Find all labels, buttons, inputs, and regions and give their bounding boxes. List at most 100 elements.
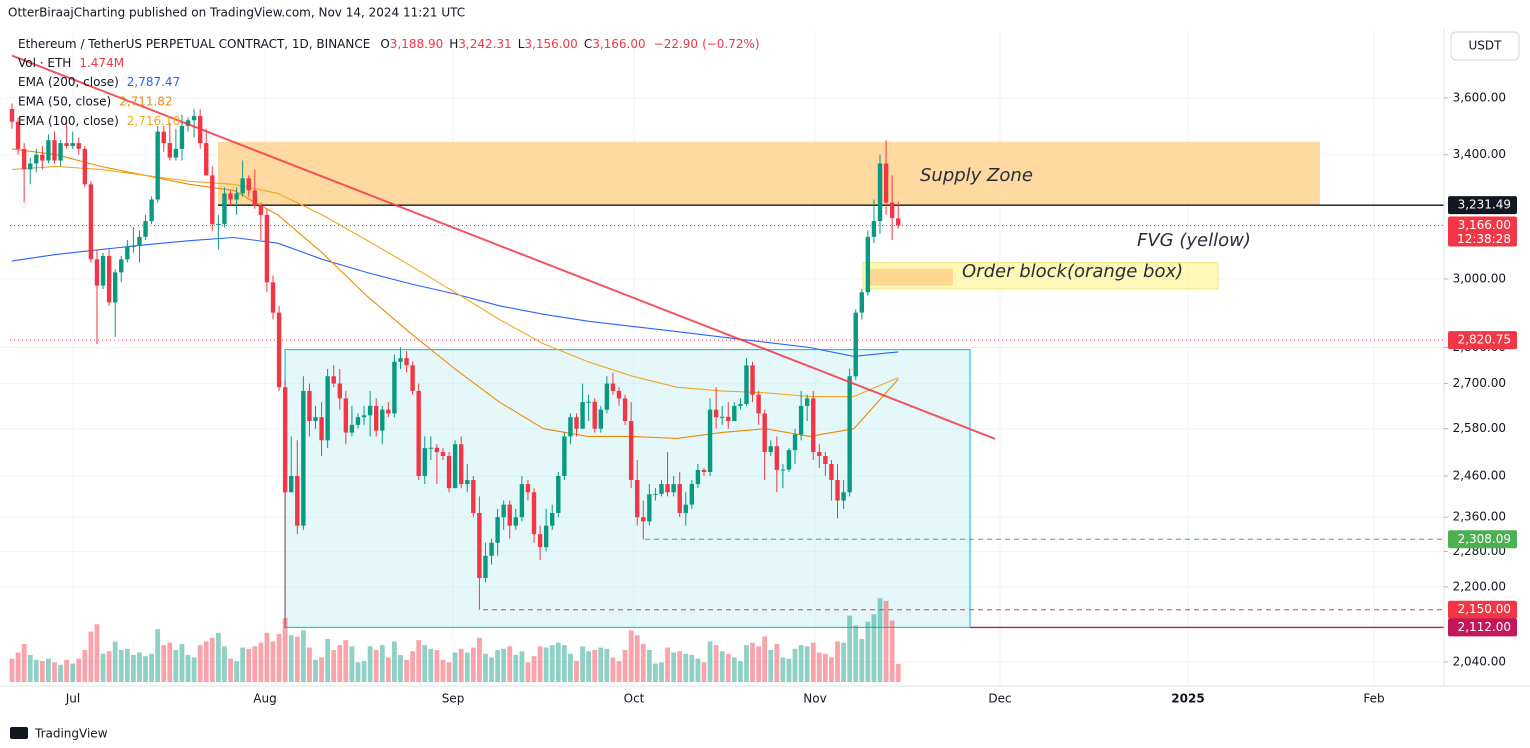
volume-bar <box>598 647 604 682</box>
candle-body <box>216 223 221 225</box>
candle-body <box>829 463 834 481</box>
candle-body <box>9 109 15 122</box>
volume-bar <box>39 661 45 682</box>
candle-body <box>641 517 646 522</box>
x-tick-label: Dec <box>988 692 1011 706</box>
price-tag <box>1448 196 1517 215</box>
x-tick-label: Sep <box>442 692 465 706</box>
volume-bar <box>750 642 755 682</box>
volume-bar <box>476 637 482 682</box>
candle-body <box>586 401 591 403</box>
x-tick-label: 2025 <box>1171 692 1204 706</box>
candle-body <box>671 484 676 493</box>
candle-body <box>713 409 719 418</box>
price-tag <box>1448 530 1517 549</box>
candle-body <box>258 205 264 215</box>
volume-bar <box>798 645 804 682</box>
candle-body <box>119 259 124 273</box>
candle-body <box>106 256 112 303</box>
volume-bar <box>725 653 731 682</box>
volume-bar <box>167 642 173 682</box>
volume-bar <box>337 645 343 682</box>
ema-name: EMA (50, close) <box>18 94 111 108</box>
volume-bar <box>422 645 428 682</box>
volume-bar <box>246 648 252 682</box>
volume-bar <box>100 653 106 682</box>
candle-body <box>270 282 276 313</box>
volume-bar <box>768 650 774 682</box>
price-tag-label: 3,166.00 <box>1458 218 1511 232</box>
candle-body <box>52 140 57 161</box>
quote-key: C <box>584 37 592 51</box>
candle-body <box>823 456 828 464</box>
volume-bar <box>549 645 555 682</box>
volume-bar <box>319 657 324 682</box>
candle-body <box>574 417 579 429</box>
candle-body <box>34 154 39 164</box>
currency[interactable]: USDT <box>1469 39 1503 53</box>
volume-bar <box>671 652 677 682</box>
volume-bar <box>398 654 403 682</box>
candle-body <box>276 312 282 388</box>
candle-body <box>452 444 458 489</box>
candle-body <box>143 221 148 237</box>
candle-body <box>471 480 476 513</box>
candle-body <box>392 361 397 414</box>
volume-bar <box>112 641 118 682</box>
volume-bar <box>264 632 270 682</box>
volume-bar <box>628 630 634 682</box>
candle-body <box>877 163 883 222</box>
candle-body <box>307 390 312 422</box>
candle-body <box>125 246 130 260</box>
zone-supply <box>218 141 1320 206</box>
volume-bar <box>677 651 683 682</box>
volume-bar <box>707 641 713 682</box>
candle-body <box>707 409 713 472</box>
price-tag-label: 2,112.00 <box>1458 620 1511 634</box>
candle-body <box>28 163 33 170</box>
x-tick-label: Feb <box>1363 692 1384 706</box>
candle-body <box>88 184 94 260</box>
candle-body <box>204 143 209 176</box>
volume-bar <box>209 637 215 682</box>
fvg-label: FVG (yellow) <box>1137 230 1251 251</box>
candle-body <box>313 417 318 422</box>
candle-body <box>155 131 160 200</box>
x-tick-label: Jul <box>65 692 80 706</box>
candle-body <box>762 413 767 453</box>
currency-button[interactable] <box>1450 31 1520 61</box>
candle-body <box>240 178 245 194</box>
volume-bar <box>131 654 136 682</box>
volume-name: Vol · ETH <box>18 56 71 70</box>
trendline <box>11 54 996 440</box>
candle-body <box>501 504 506 518</box>
volume-bar <box>574 661 579 682</box>
price-tag <box>1448 216 1517 247</box>
volume-bar <box>361 661 367 682</box>
quote-value: 3,242.31 <box>458 37 511 51</box>
quote-value: 3,188.90 <box>390 37 443 51</box>
candle-body <box>349 424 355 433</box>
volume-bar <box>203 641 209 682</box>
candle-body <box>683 504 688 513</box>
volume-bar <box>689 654 695 682</box>
volume-bar <box>877 598 883 682</box>
candle-body <box>410 365 415 391</box>
volume-bar <box>197 645 203 682</box>
candle-body <box>386 409 391 414</box>
candle-body <box>719 416 725 418</box>
candle-body <box>871 221 877 237</box>
change: −22.90 <box>654 37 698 51</box>
volume-bar <box>313 659 318 682</box>
volume-bar <box>555 642 561 682</box>
candle-body <box>610 383 616 391</box>
candle-body <box>380 409 385 431</box>
quote-value: 3,166.00 <box>592 37 645 51</box>
x-tick-label: Oct <box>624 692 645 706</box>
volume-bar <box>738 661 743 682</box>
change-pct: (−0.72%) <box>702 37 760 51</box>
candle-body <box>246 178 251 191</box>
levels <box>10 204 1444 629</box>
volume-bar <box>349 646 355 682</box>
candle-body <box>853 312 858 377</box>
